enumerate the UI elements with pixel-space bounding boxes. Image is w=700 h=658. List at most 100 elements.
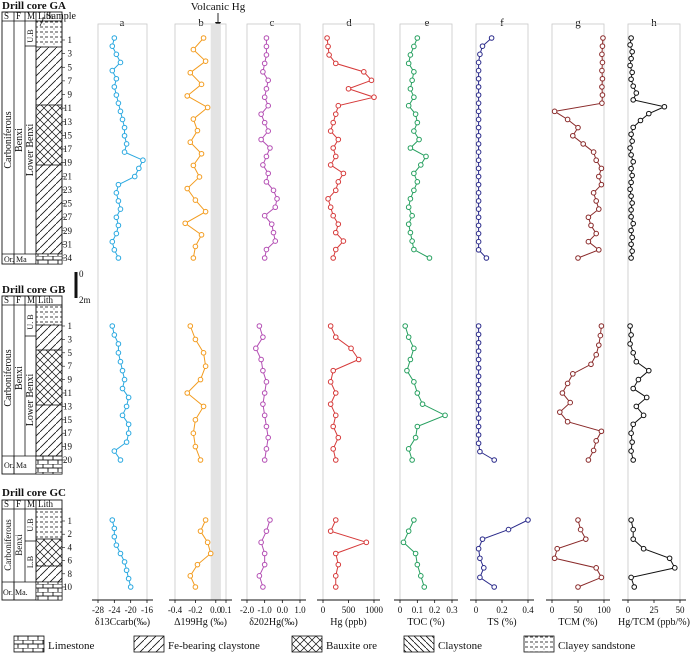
or-label-gb: Or. — [4, 461, 14, 470]
core-title-ga: Drill core GA — [2, 0, 66, 12]
data-point-g-gb-4 — [588, 361, 594, 368]
data-point-h-ga-19 — [628, 165, 634, 172]
data-point-f-ga-24 — [475, 230, 482, 237]
data-point-d-ga-21 — [330, 212, 337, 219]
panel-frame-e — [399, 23, 453, 601]
data-point-h-ga-14 — [628, 131, 634, 138]
upper-label-gc: U.B — [26, 518, 35, 531]
x-label-b: Δ199Hg (‰) — [174, 617, 227, 628]
sample-label-gc-1: 1 — [68, 516, 73, 526]
data-point-h-ga-13 — [630, 124, 637, 131]
tick-label-b-1: -0.2 — [188, 605, 202, 615]
data-point-e-gb-2 — [411, 345, 417, 352]
data-point-e-ga-20 — [405, 204, 412, 211]
sample-label-ga-27: 27 — [63, 212, 73, 222]
data-point-a-gc-8 — [127, 584, 134, 590]
tick-label-a-2: -20 — [125, 605, 137, 615]
data-point-c-ga-10 — [261, 119, 268, 126]
data-point-h-ga-23 — [628, 193, 634, 199]
data-point-a-ga-6 — [111, 84, 118, 90]
data-point-a-ga-4 — [109, 67, 116, 74]
data-point-a-ga-20 — [115, 198, 122, 204]
data-point-a-ga-27 — [115, 255, 122, 261]
data-point-e-gb-10 — [412, 434, 419, 441]
period-label-gc: Carboniferous — [3, 519, 13, 571]
formation-label-gb: Benxi — [14, 366, 25, 390]
data-point-a-gb-15 — [117, 457, 124, 463]
data-point-g-ga-0 — [600, 35, 606, 41]
data-point-a-gb-8 — [125, 394, 132, 401]
data-point-c-gc-6 — [260, 584, 266, 590]
data-point-f-gc-0 — [525, 517, 531, 523]
data-point-f-gb-14 — [475, 440, 482, 447]
data-point-e-gb-5 — [411, 379, 417, 385]
data-point-h-ga-18 — [630, 158, 637, 165]
head-f-gb: F — [16, 295, 21, 305]
data-point-f-ga-4 — [475, 67, 482, 74]
tick-label-g-0: 0 — [550, 605, 555, 615]
data-point-a-gc-6 — [123, 567, 130, 574]
data-point-d-gc-6 — [332, 584, 339, 590]
data-point-h-gb-7 — [630, 385, 637, 392]
series-line-f-gc — [478, 519, 529, 588]
x-label-g: TCM (%) — [558, 617, 597, 628]
tick-label-e-1: 0.1 — [412, 605, 423, 615]
sample-label-ga-25: 25 — [63, 199, 73, 209]
data-point-e-gb-11 — [405, 446, 412, 452]
data-point-c-gb-10 — [265, 434, 272, 441]
period-label-ga: Carboniferous — [3, 111, 14, 168]
data-point-g-ga-25 — [585, 238, 592, 245]
data-point-b-ga-18 — [192, 243, 199, 250]
data-point-c-ga-19 — [274, 195, 280, 202]
data-point-f-gb-6 — [475, 373, 482, 380]
data-point-h-ga-9 — [630, 97, 637, 103]
data-point-c-ga-24 — [272, 238, 279, 244]
data-point-f-gb-1 — [475, 331, 482, 338]
panel-frame-c — [246, 23, 301, 601]
data-point-h-ga-15 — [629, 138, 635, 144]
data-point-a-gc-4 — [117, 550, 124, 557]
data-point-b-ga-4 — [198, 81, 205, 88]
data-point-g-ga-24 — [593, 230, 600, 237]
data-point-f-gc-7 — [491, 584, 498, 590]
data-point-b-gb-5 — [184, 390, 191, 396]
ma-label-gc: Ma. — [15, 588, 28, 597]
data-point-c-gb-3 — [258, 356, 264, 363]
data-point-c-ga-22 — [268, 221, 275, 227]
sample-label-gc-10: 10 — [63, 582, 73, 592]
data-point-h-gb-15 — [630, 457, 637, 463]
tick-label-d-2: 1000 — [365, 605, 384, 615]
head-m-gb: M — [27, 295, 35, 305]
data-point-h-gb-0 — [627, 323, 633, 329]
data-point-f-ga-20 — [475, 198, 482, 204]
lith-bauxite-ga — [35, 104, 63, 166]
data-point-a-ga-23 — [115, 222, 122, 229]
legend: Limestone Fe-bearing claystone Bauxite o… — [13, 635, 635, 653]
head-s: S — [4, 11, 9, 21]
data-point-a-ga-18 — [115, 181, 122, 188]
data-point-c-ga-5 — [265, 77, 272, 84]
data-point-e-ga-18 — [411, 187, 417, 194]
series-line-f-ga — [478, 37, 492, 259]
data-point-c-gc-2 — [258, 539, 264, 546]
data-point-h-gc-2 — [630, 536, 637, 542]
data-point-f-gb-7 — [475, 381, 482, 388]
data-point-f-ga-10 — [475, 116, 482, 123]
data-point-c-gb-6 — [261, 390, 268, 396]
upper-label-gb: U. B — [26, 314, 35, 329]
data-point-h-ga-25 — [628, 207, 634, 213]
data-point-h-ga-24 — [629, 200, 635, 206]
data-point-c-ga-13 — [267, 145, 273, 151]
data-point-d-ga-11 — [327, 128, 334, 134]
data-point-h-ga-22 — [627, 186, 633, 193]
data-point-a-ga-8 — [115, 100, 122, 106]
data-point-d-gc-4 — [335, 561, 342, 568]
panel-letter-f: f — [500, 17, 504, 29]
data-point-c-gb-1 — [260, 334, 266, 340]
data-point-b-gb-8 — [190, 430, 197, 437]
data-point-a-gb-7 — [119, 385, 126, 392]
sample-label-gb-3: 3 — [68, 334, 73, 344]
panel-letter-g: g — [575, 17, 581, 29]
data-point-d-ga-7 — [371, 94, 377, 101]
data-point-h-gb-4 — [633, 358, 640, 365]
